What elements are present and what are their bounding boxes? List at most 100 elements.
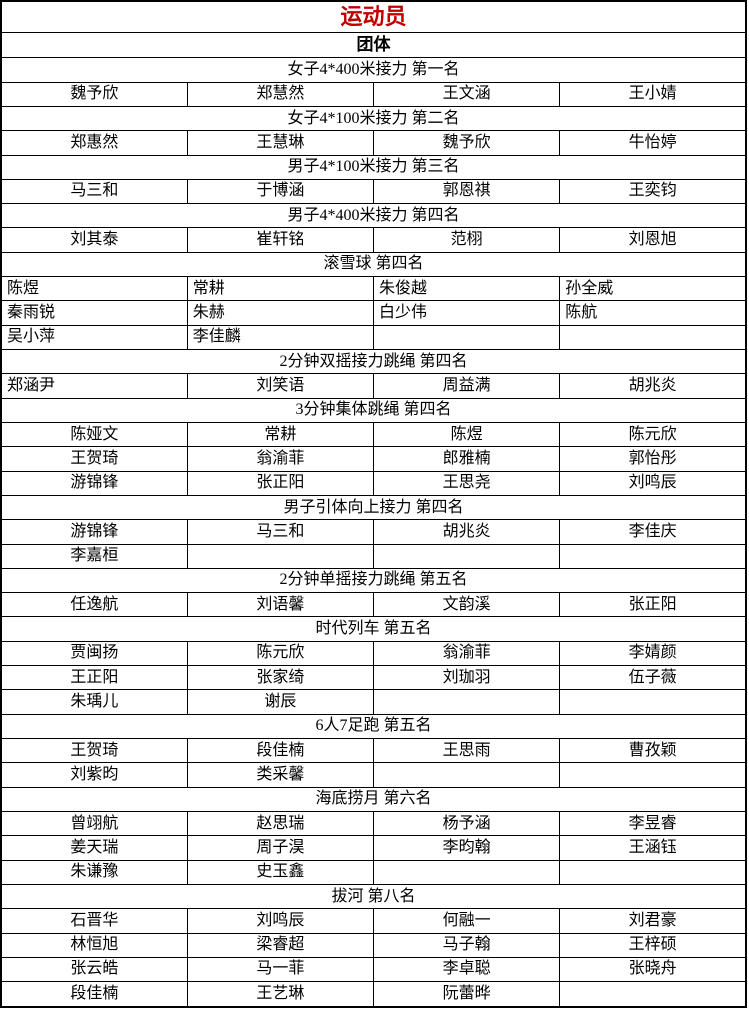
- empty-cell: [372, 324, 561, 351]
- subtitle-row: 团体: [0, 31, 747, 59]
- event-header: 男子引体向上接力 第四名: [0, 494, 747, 521]
- event-header-row: 滚雪球 第四名: [0, 251, 747, 278]
- event-header: 男子4*400米接力 第四名: [0, 203, 747, 229]
- empty-cell: [186, 543, 375, 569]
- athlete-name-cell: 王艺琳: [186, 981, 375, 1008]
- athlete-name-cell: 马一菲: [186, 956, 375, 983]
- athlete-name-cell: 杨予涵: [372, 810, 561, 837]
- athlete-name-cell: 牛怡婷: [559, 130, 747, 156]
- event-header-row: 海底捞月 第六名: [0, 786, 747, 812]
- athlete-name-cell: 阮蕾晔: [372, 981, 561, 1008]
- athlete-name-cell: 段佳楠: [0, 981, 188, 1008]
- athlete-row: 王贺琦 翁渝菲 郎雅楠 郭怡彤: [0, 446, 747, 472]
- event-header-row: 男子4*400米接力 第四名: [0, 203, 747, 229]
- athlete-name-cell: 王正阳: [0, 665, 188, 691]
- athlete-name-cell: 朱瑀儿: [0, 689, 188, 715]
- event-header: 2分钟单摇接力跳绳 第五名: [0, 567, 747, 594]
- athlete-name-cell: 姜天瑞: [0, 835, 188, 861]
- athlete-name-cell: 马三和: [0, 178, 188, 205]
- athlete-name-cell: 陈元欣: [186, 640, 375, 667]
- event-header-row: 3分钟集体跳绳 第四名: [0, 397, 747, 423]
- athlete-name-cell: 李昀翰: [372, 835, 561, 861]
- athlete-row: 王正阳 张家绮 刘珈羽 伍子薇: [0, 665, 747, 691]
- athlete-name-cell: 刘珈羽: [372, 665, 561, 691]
- empty-cell: [559, 981, 747, 1008]
- athlete-row: 陈娅文 常耕 陈煜 陈元欣: [0, 421, 747, 448]
- athlete-name-cell: 周子淏: [186, 835, 375, 861]
- athlete-name-cell: 张晓舟: [559, 956, 747, 983]
- athlete-row: 魏予欣 郑慧然 王文涵 王小婧: [0, 81, 747, 107]
- athlete-name-cell: 李卓聪: [372, 956, 561, 983]
- athlete-name-cell: 王奕钧: [559, 178, 747, 205]
- athlete-row: 朱谦豫 史玉鑫: [0, 859, 747, 885]
- athlete-name-cell: 刘鸣辰: [559, 470, 747, 496]
- event-header: 女子4*100米接力 第二名: [0, 105, 747, 132]
- athlete-name-cell: 郭恩祺: [372, 178, 561, 205]
- athlete-name-cell: 秦雨锐: [0, 300, 188, 326]
- athlete-name-cell: 刘笑语: [186, 373, 375, 399]
- athlete-name-cell: 朱俊越: [372, 276, 561, 302]
- athlete-name-cell: 翁渝菲: [186, 446, 375, 472]
- athlete-name-cell: 马子翰: [372, 932, 561, 958]
- empty-cell: [372, 859, 561, 885]
- athlete-name-cell: 王文涵: [372, 81, 561, 107]
- athlete-name-cell: 何融一: [372, 908, 561, 934]
- athlete-row: 秦雨锐 朱赫 白少伟 陈航: [0, 300, 747, 326]
- athlete-name-cell: 朱赫: [186, 300, 375, 326]
- athlete-row: 任逸航 刘语馨 文韵溪 张正阳: [0, 592, 747, 618]
- empty-cell: [372, 762, 561, 788]
- event-header-row: 男子4*100米接力 第三名: [0, 154, 747, 180]
- athlete-name-cell: 魏予欣: [0, 81, 188, 107]
- athlete-name-cell: 于博涵: [186, 178, 375, 205]
- athlete-name-cell: 郑慧然: [186, 81, 375, 107]
- event-header-row: 时代列车 第五名: [0, 616, 747, 642]
- athlete-name-cell: 李昱睿: [559, 810, 747, 837]
- athlete-name-cell: 陈煜: [0, 276, 188, 302]
- athlete-name-cell: 刘紫昀: [0, 762, 188, 788]
- athlete-name-cell: 贾闽扬: [0, 640, 188, 667]
- athlete-name-cell: 赵思瑞: [186, 810, 375, 837]
- event-header: 男子4*100米接力 第三名: [0, 154, 747, 180]
- athlete-row: 郑惠然 王慧琳 魏予欣 牛怡婷: [0, 130, 747, 156]
- event-header-row: 6人7足跑 第五名: [0, 713, 747, 740]
- athlete-name-cell: 段佳楠: [186, 737, 375, 764]
- athlete-name-cell: 刘君豪: [559, 908, 747, 934]
- event-header: 2分钟双摇接力跳绳 第四名: [0, 348, 747, 375]
- athlete-name-cell: 刘语馨: [186, 592, 375, 618]
- athlete-name-cell: 谢辰: [186, 689, 375, 715]
- athlete-row: 郑涵尹 刘笑语 周益满 胡兆炎: [0, 373, 747, 399]
- athlete-row: 姜天瑞 周子淏 李昀翰 王涵钰: [0, 835, 747, 861]
- athlete-name-cell: 张云皓: [0, 956, 188, 983]
- event-header-row: 女子4*400米接力 第一名: [0, 57, 747, 83]
- empty-cell: [559, 324, 747, 351]
- event-header-row: 拔河 第八名: [0, 883, 747, 910]
- athlete-row: 段佳楠 王艺琳 阮蕾晔: [0, 981, 747, 1008]
- athlete-name-cell: 常耕: [186, 276, 375, 302]
- athlete-name-cell: 王思雨: [372, 737, 561, 764]
- event-header-row: 2分钟双摇接力跳绳 第四名: [0, 348, 747, 375]
- athlete-row: 张云皓 马一菲 李卓聪 张晓舟: [0, 956, 747, 983]
- athlete-name-cell: 王小婧: [559, 81, 747, 107]
- athlete-name-cell: 王梓硕: [559, 932, 747, 958]
- athlete-name-cell: 游锦锋: [0, 519, 188, 545]
- athlete-name-cell: 张正阳: [186, 470, 375, 496]
- athlete-name-cell: 类采馨: [186, 762, 375, 788]
- athlete-name-cell: 常耕: [186, 421, 375, 448]
- athlete-name-cell: 梁睿超: [186, 932, 375, 958]
- athlete-name-cell: 王涵钰: [559, 835, 747, 861]
- athlete-row: 吴小萍 李佳麟: [0, 324, 747, 351]
- athlete-name-cell: 周益满: [372, 373, 561, 399]
- athlete-name-cell: 李佳麟: [186, 324, 375, 351]
- athlete-name-cell: 王贺琦: [0, 446, 188, 472]
- athlete-name-cell: 郎雅楠: [372, 446, 561, 472]
- athlete-row: 游锦锋 张正阳 王思尧 刘鸣辰: [0, 470, 747, 496]
- athlete-name-cell: 白少伟: [372, 300, 561, 326]
- athlete-name-cell: 吴小萍: [0, 324, 188, 351]
- athlete-name-cell: 郭怡彤: [559, 446, 747, 472]
- athlete-row: 游锦锋 马三和 胡兆炎 李佳庆: [0, 519, 747, 545]
- athlete-name-cell: 郑涵尹: [0, 373, 188, 399]
- page-title: 运动员: [0, 0, 747, 33]
- event-header-row: 2分钟单摇接力跳绳 第五名: [0, 567, 747, 594]
- event-header: 时代列车 第五名: [0, 616, 747, 642]
